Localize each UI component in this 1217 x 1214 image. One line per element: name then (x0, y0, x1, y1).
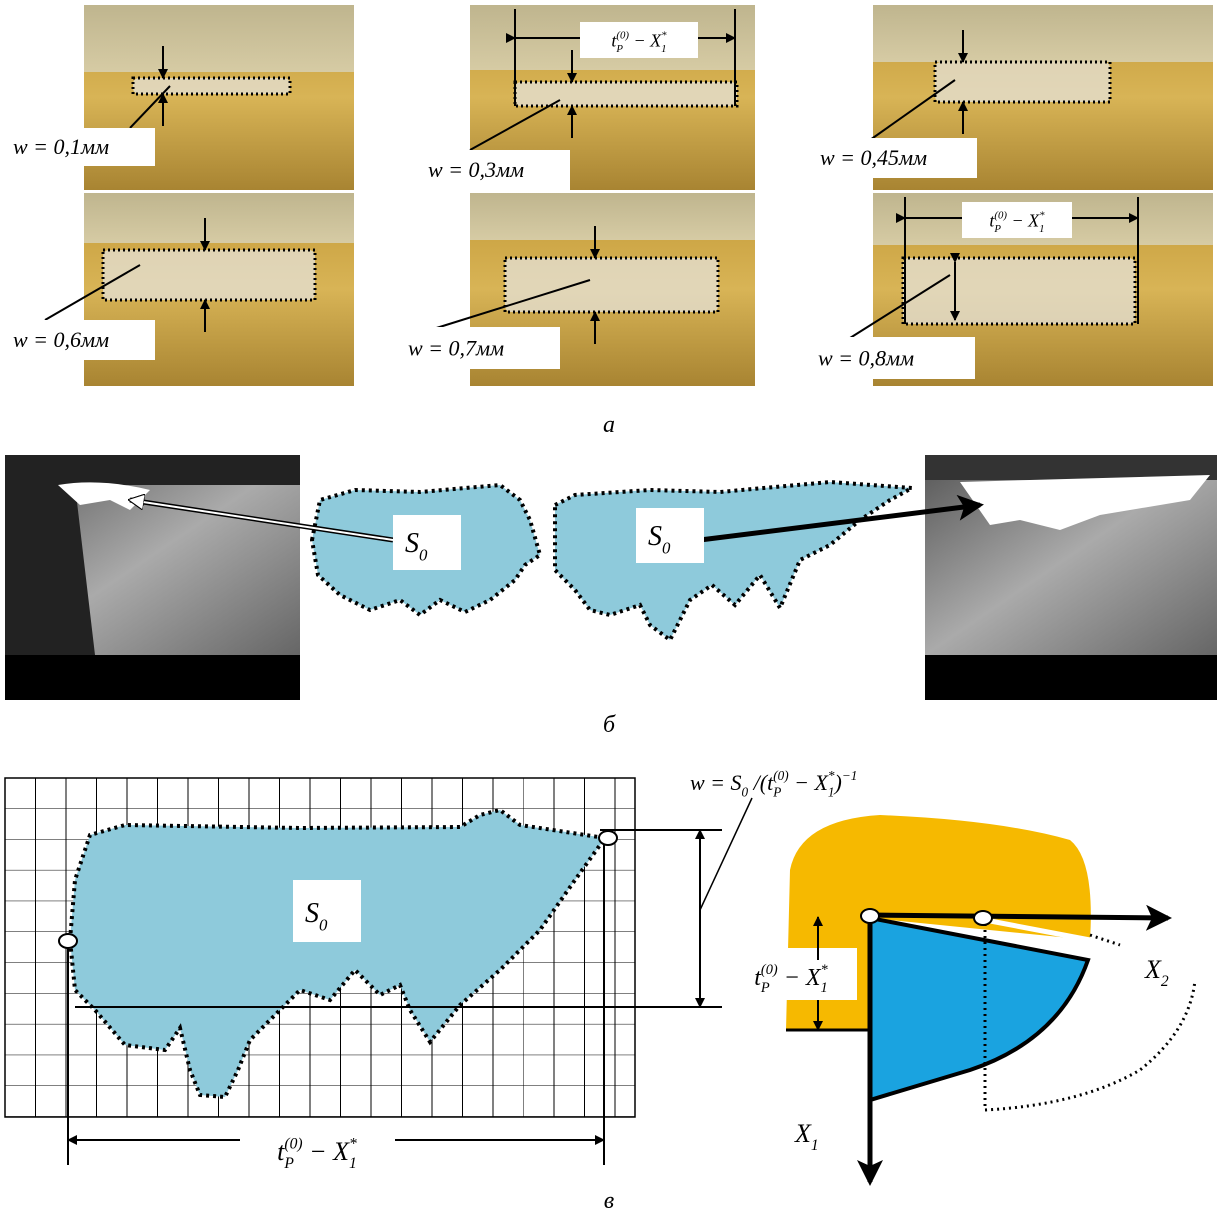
formula-part: 1 (1039, 223, 1044, 235)
formula-part: P (993, 223, 1001, 235)
formula-part: 1 (811, 1137, 819, 1154)
formula-part: − X (789, 770, 830, 795)
wear-label: w = 0,1мм (13, 134, 109, 159)
wear-face (870, 918, 1088, 1100)
formula-part: (0) (994, 209, 1007, 221)
wear-area (555, 482, 912, 640)
formula-part: P (283, 1155, 294, 1172)
photo-top (470, 193, 755, 240)
formula-part: * (661, 29, 667, 41)
line (870, 915, 1168, 918)
formula-part: 1 (661, 43, 666, 55)
formula-part: ) (832, 770, 841, 795)
formula-part: 0 (662, 538, 671, 557)
photo-right-base (925, 655, 1217, 700)
formula-part: X (794, 1119, 812, 1148)
formula-part: 0 (419, 545, 428, 564)
formula-part: 1 (828, 785, 835, 800)
formula-part: P (615, 43, 623, 55)
wear-label: w = 0,6мм (13, 327, 109, 352)
formula-part: (0) (773, 768, 788, 783)
formula-part: S (405, 528, 419, 559)
formula: X2 (1144, 955, 1169, 990)
wear-label: w = 0,8мм (818, 346, 914, 371)
formula-part: − X (1007, 210, 1040, 230)
wear-zone (903, 258, 1135, 324)
formula-part: /( (748, 770, 769, 795)
formula: w = S0 /(tP(0) − X1*)−1 (690, 768, 857, 800)
formula-part: w = S (690, 770, 742, 795)
formula-part: S (648, 521, 662, 552)
caption: а (603, 412, 615, 438)
formula-part: 2 (1161, 973, 1169, 990)
wear-zone (515, 82, 737, 106)
formula-part: − X (629, 30, 662, 50)
figure: w = 0,1ммw = 0,3ммtP(0) − X1*w = 0,45ммw… (0, 0, 1217, 1214)
formula-part: −1 (842, 768, 858, 783)
formula-part: X (1144, 955, 1162, 984)
formula-part: P (772, 785, 781, 800)
point (861, 909, 879, 923)
photo-top (84, 5, 354, 72)
formula-part: * (821, 962, 829, 978)
point (599, 831, 617, 845)
wear-zone (133, 78, 290, 94)
formula-part: − X (303, 1137, 351, 1166)
formula-part: (0) (284, 1135, 302, 1152)
wear-zone (505, 258, 718, 312)
formula-part: 1 (349, 1155, 357, 1172)
wear-label: w = 0,3мм (428, 157, 524, 182)
point (974, 911, 992, 925)
formula-part: * (349, 1135, 357, 1152)
caption: в (604, 1188, 614, 1214)
formula-part: P (760, 980, 770, 996)
wear-zone (103, 250, 315, 300)
formula-part: − X (778, 965, 822, 991)
photo-left-base (5, 655, 300, 700)
wear-label: w = 0,45мм (820, 145, 927, 170)
photo-top (84, 193, 354, 243)
formula: X1 (794, 1119, 819, 1154)
point (59, 934, 77, 948)
formula-part: (0) (761, 962, 778, 978)
formula-part: * (1039, 209, 1045, 221)
wear-label: w = 0,7мм (408, 336, 504, 361)
line (700, 798, 752, 910)
formula-part: (0) (616, 29, 629, 41)
photo-top (873, 5, 1213, 62)
formula-part: 0 (319, 915, 328, 934)
caption: б (603, 712, 616, 738)
wear-zone (935, 62, 1110, 102)
formula-part: 1 (821, 980, 828, 996)
formula-part: S (305, 898, 319, 929)
